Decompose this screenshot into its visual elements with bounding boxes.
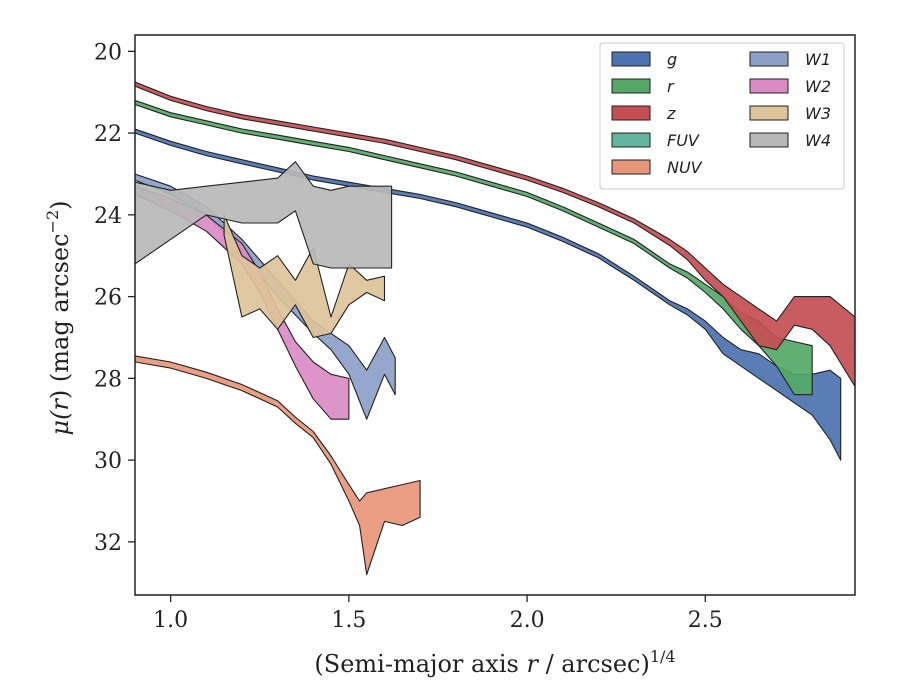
legend-label-w1: W1	[805, 50, 831, 69]
y-tick-label: 22	[94, 122, 122, 147]
series-band-z	[135, 81, 855, 388]
y-tick-label: 30	[94, 449, 122, 474]
y-axis-title-var: r	[46, 398, 74, 411]
legend-label-w4: W4	[805, 131, 831, 150]
x-tick-label: 2.5	[688, 608, 723, 633]
y-tick-label: 26	[94, 286, 122, 311]
legend-swatch-nuv	[611, 159, 651, 175]
y-axis-title-mid: ) (mag arcsec	[46, 233, 74, 399]
x-axis-title-tail: / arcsec)	[538, 650, 650, 678]
series-band-nuv	[135, 355, 421, 576]
legend-swatch-w2	[749, 78, 789, 94]
x-tick-label: 1.5	[331, 608, 366, 633]
x-axis-title: (Semi-major axis r / arcsec)1/4	[314, 647, 675, 678]
y-axis-title-exponent: −2	[43, 210, 62, 234]
series-band-w2	[135, 185, 350, 420]
y-tick-label: 20	[94, 40, 122, 65]
y-tick-label: 28	[94, 367, 122, 392]
x-tick-label: 1.0	[153, 608, 188, 633]
legend-label-fuv: FUV	[667, 131, 700, 150]
y-axis-title: μ(r) (mag arcsec−2)	[43, 200, 74, 435]
legend-label-w3: W3	[805, 104, 831, 123]
legend-swatch-g	[611, 51, 651, 67]
x-axis-title-var: r	[526, 650, 539, 678]
series-band-w3	[223, 214, 386, 339]
legend-label-g: g	[667, 50, 677, 69]
legend-swatch-fuv	[611, 132, 651, 148]
y-axis-title-main: μ(	[46, 410, 74, 436]
x-axis-title-exponent: 1/4	[650, 647, 676, 666]
series-band-w4	[135, 161, 393, 269]
plot-frame	[134, 34, 856, 596]
legend-swatch-w3	[749, 105, 789, 121]
series-band-r	[135, 99, 813, 396]
x-axis-title-main: (Semi-major axis	[314, 650, 526, 678]
legend-swatch-z	[611, 105, 651, 121]
series-band-g	[135, 128, 842, 461]
legend: grz FUV NUV W1 W2 W3 W4	[599, 42, 845, 190]
y-axis-title-close: )	[46, 200, 74, 209]
y-tick-label: 24	[94, 204, 122, 229]
series-layer	[135, 81, 855, 576]
legend-swatch-r	[611, 78, 651, 94]
legend-label-w2: W2	[805, 77, 831, 96]
legend-label-z: z	[666, 104, 676, 123]
y-tick-label: 32	[94, 531, 122, 556]
ticks-layer: 1.0 1.5 2.0 2.5 20 22 24 26 28 30 32	[94, 40, 723, 633]
legend-label-r: r	[667, 77, 675, 96]
legend-label-nuv: NUV	[667, 158, 703, 177]
legend-swatch-w1	[749, 51, 789, 67]
legend-swatch-w4	[749, 132, 789, 148]
x-tick-label: 2.0	[510, 608, 545, 633]
